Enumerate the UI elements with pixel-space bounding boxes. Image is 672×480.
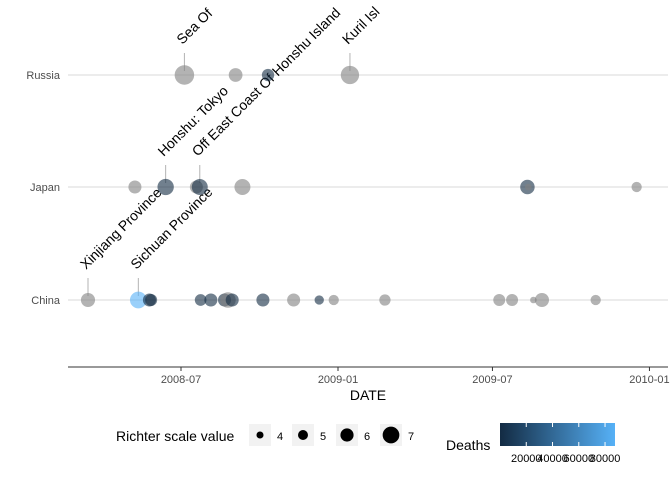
legend-size-swatch [340,428,354,442]
data-point [128,180,142,194]
x-tick-label: 2009-07 [472,374,512,386]
data-point [228,68,243,82]
legend-size-swatch [382,426,400,444]
data-point [191,179,208,195]
data-point [314,295,324,305]
annotation-label: Off East Coast Of Honshu Island [189,4,344,159]
data-point [204,293,218,307]
legend-deaths-label: 60000 [563,453,594,465]
data-point [194,294,207,306]
data-point [524,183,532,191]
legend-richter-scale: Richter scale value 4 5 6 7 [116,424,414,446]
data-point [340,65,360,85]
x-tick-label: 2010-01 [629,374,669,386]
data-point [534,292,549,308]
x-tick-label: 2008-07 [161,374,201,386]
data-point [506,294,519,306]
data-point [174,65,195,85]
data-point [287,293,301,307]
y-tick-label: China [31,295,61,307]
data-point [225,293,239,307]
data-point [631,181,642,193]
data-point [129,291,147,309]
data-point [80,292,96,308]
x-tick-label: 2009-01 [318,374,358,386]
legend-richter-title: Richter scale value [116,428,234,444]
data-point [234,179,251,195]
legend-size-label: 4 [277,431,283,443]
data-point [493,294,506,306]
data-point [261,68,275,82]
legend-deaths-label: 20000 [511,453,542,465]
legend-deaths-title: Deaths [446,437,490,453]
legend-deaths-label: 80000 [590,453,621,465]
data-point [590,294,601,306]
annotation-label: Kuril Isl [339,3,383,47]
y-tick-label: Russia [26,70,61,82]
x-axis-title: DATE [350,387,386,403]
legend-size-swatch [298,430,308,440]
x-axis: 2008-07 2009-01 2009-07 2010-01 [68,366,670,386]
data-point [379,294,391,306]
data-point [328,294,339,306]
legend-size-label: 7 [408,431,414,443]
data-point [530,296,537,304]
data-point [145,294,158,306]
legend-deaths-colorbar [500,423,615,446]
legend-size-swatch [256,431,264,439]
y-tick-label: Japan [30,182,60,194]
data-point [157,178,174,196]
legend-size-label: 5 [320,431,326,443]
legend-size-label: 6 [364,431,370,443]
data-point [256,293,270,307]
annotation-label: Sea Of [173,5,215,47]
legend-deaths-label: 40000 [537,453,568,465]
data-points [80,65,642,309]
y-axis-tick-labels: China Japan Russia [26,70,61,307]
